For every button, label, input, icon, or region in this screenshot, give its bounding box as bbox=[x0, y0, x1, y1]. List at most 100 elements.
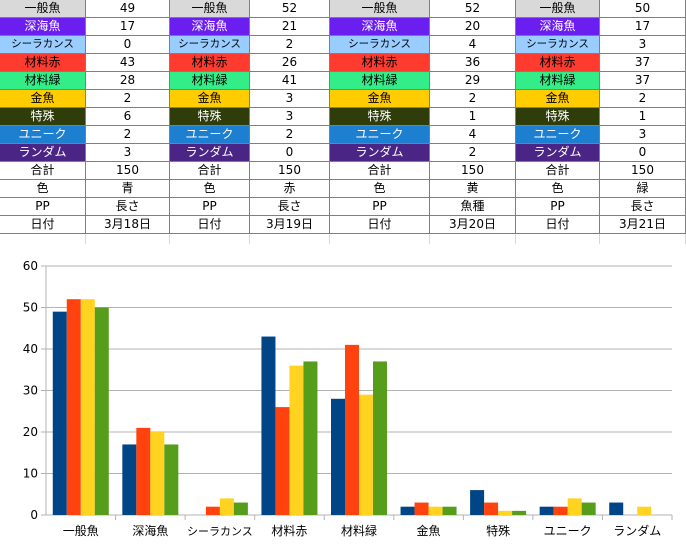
row-label-cell[interactable]: 合計 bbox=[0, 162, 86, 180]
value-cell[interactable]: 3 bbox=[86, 144, 170, 162]
row-label-cell[interactable]: 特殊 bbox=[516, 108, 600, 126]
value-cell[interactable]: 50 bbox=[600, 0, 686, 18]
value-cell[interactable]: 150 bbox=[86, 162, 170, 180]
row-label-cell[interactable]: 合計 bbox=[516, 162, 600, 180]
row-label-cell[interactable]: 深海魚 bbox=[0, 18, 86, 36]
row-label-cell[interactable]: 深海魚 bbox=[516, 18, 600, 36]
value-cell[interactable]: 3月20日 bbox=[430, 216, 516, 234]
value-cell[interactable]: 20 bbox=[430, 18, 516, 36]
value-cell[interactable]: 2 bbox=[430, 90, 516, 108]
row-label-cell[interactable]: シーラカンス bbox=[0, 36, 86, 54]
row-label-cell[interactable]: 一般魚 bbox=[170, 0, 250, 18]
value-cell[interactable]: 青 bbox=[86, 180, 170, 198]
row-label-cell[interactable]: ユニーク bbox=[516, 126, 600, 144]
value-cell[interactable]: 0 bbox=[86, 36, 170, 54]
value-cell[interactable]: 49 bbox=[86, 0, 170, 18]
value-cell[interactable]: 長さ bbox=[250, 198, 330, 216]
row-label-cell[interactable]: 日付 bbox=[0, 216, 86, 234]
row-label-cell[interactable]: 特殊 bbox=[170, 108, 250, 126]
row-label-cell[interactable]: 一般魚 bbox=[0, 0, 86, 18]
value-cell[interactable]: 17 bbox=[600, 18, 686, 36]
value-cell[interactable]: 4 bbox=[430, 126, 516, 144]
value-cell[interactable]: 3月18日 bbox=[86, 216, 170, 234]
row-label-cell[interactable]: 合計 bbox=[170, 162, 250, 180]
value-cell[interactable]: 魚種 bbox=[430, 198, 516, 216]
value-cell[interactable]: 21 bbox=[250, 18, 330, 36]
value-cell[interactable]: 2 bbox=[86, 90, 170, 108]
row-label-cell[interactable]: 深海魚 bbox=[330, 18, 430, 36]
value-cell[interactable]: 2 bbox=[250, 126, 330, 144]
row-label-cell[interactable]: 特殊 bbox=[330, 108, 430, 126]
value-cell[interactable]: 28 bbox=[86, 72, 170, 90]
value-cell[interactable]: 2 bbox=[430, 144, 516, 162]
value-cell[interactable]: 長さ bbox=[600, 198, 686, 216]
row-label-cell[interactable]: 材料赤 bbox=[330, 54, 430, 72]
value-cell[interactable]: 29 bbox=[430, 72, 516, 90]
value-cell[interactable]: 1 bbox=[430, 108, 516, 126]
value-cell[interactable]: 0 bbox=[600, 144, 686, 162]
value-cell[interactable]: 2 bbox=[86, 126, 170, 144]
row-label-cell[interactable]: 日付 bbox=[330, 216, 430, 234]
row-label-cell[interactable]: 日付 bbox=[516, 216, 600, 234]
value-cell[interactable]: 150 bbox=[600, 162, 686, 180]
value-cell[interactable]: 1 bbox=[600, 108, 686, 126]
value-cell[interactable]: 150 bbox=[430, 162, 516, 180]
row-label-cell[interactable]: PP bbox=[330, 198, 430, 216]
value-cell[interactable]: 37 bbox=[600, 54, 686, 72]
row-label-cell[interactable]: ユニーク bbox=[0, 126, 86, 144]
spreadsheet-grid[interactable]: 一般魚 49 深海魚 17 シーラカンス 0 材料赤 43 材料緑 28 金魚 2 特殊 6 ユニーク 2 ラン… bbox=[0, 0, 686, 244]
value-cell[interactable]: 36 bbox=[430, 54, 516, 72]
row-label-cell[interactable]: ランダム bbox=[0, 144, 86, 162]
row-label-cell[interactable]: 材料緑 bbox=[516, 72, 600, 90]
row-label-cell[interactable]: シーラカンス bbox=[330, 36, 430, 54]
value-cell[interactable]: 41 bbox=[250, 72, 330, 90]
value-cell[interactable]: 17 bbox=[86, 18, 170, 36]
row-label-cell[interactable]: シーラカンス bbox=[516, 36, 600, 54]
value-cell[interactable]: 26 bbox=[250, 54, 330, 72]
value-cell[interactable]: 3 bbox=[250, 108, 330, 126]
row-label-cell[interactable]: 材料緑 bbox=[170, 72, 250, 90]
value-cell[interactable]: 3 bbox=[600, 36, 686, 54]
value-cell[interactable]: 2 bbox=[600, 90, 686, 108]
row-label-cell[interactable]: PP bbox=[516, 198, 600, 216]
value-cell[interactable]: 3月21日 bbox=[600, 216, 686, 234]
row-label-cell[interactable]: 色 bbox=[330, 180, 430, 198]
row-label-cell[interactable]: 深海魚 bbox=[170, 18, 250, 36]
row-label-cell[interactable]: PP bbox=[170, 198, 250, 216]
row-label-cell[interactable]: 材料赤 bbox=[170, 54, 250, 72]
value-cell[interactable]: 150 bbox=[250, 162, 330, 180]
row-label-cell[interactable]: 金魚 bbox=[170, 90, 250, 108]
row-label-cell[interactable]: 材料赤 bbox=[0, 54, 86, 72]
value-cell[interactable]: 6 bbox=[86, 108, 170, 126]
value-cell[interactable]: 43 bbox=[86, 54, 170, 72]
row-label-cell[interactable]: ランダム bbox=[330, 144, 430, 162]
row-label-cell[interactable]: 一般魚 bbox=[330, 0, 430, 18]
row-label-cell[interactable]: ランダム bbox=[170, 144, 250, 162]
value-cell[interactable]: 52 bbox=[250, 0, 330, 18]
row-label-cell[interactable]: 合計 bbox=[330, 162, 430, 180]
row-label-cell[interactable]: 材料緑 bbox=[0, 72, 86, 90]
row-label-cell[interactable]: 日付 bbox=[170, 216, 250, 234]
row-label-cell[interactable]: 特殊 bbox=[0, 108, 86, 126]
row-label-cell[interactable]: シーラカンス bbox=[170, 36, 250, 54]
value-cell[interactable]: 緑 bbox=[600, 180, 686, 198]
row-label-cell[interactable]: PP bbox=[0, 198, 86, 216]
value-cell[interactable]: 3 bbox=[600, 126, 686, 144]
value-cell[interactable]: 4 bbox=[430, 36, 516, 54]
value-cell[interactable]: 52 bbox=[430, 0, 516, 18]
row-label-cell[interactable]: 材料緑 bbox=[330, 72, 430, 90]
row-label-cell[interactable]: 一般魚 bbox=[516, 0, 600, 18]
row-label-cell[interactable]: 色 bbox=[0, 180, 86, 198]
value-cell[interactable]: 2 bbox=[250, 36, 330, 54]
value-cell[interactable]: 赤 bbox=[250, 180, 330, 198]
row-label-cell[interactable]: ユニーク bbox=[330, 126, 430, 144]
row-label-cell[interactable]: 金魚 bbox=[516, 90, 600, 108]
value-cell[interactable]: 長さ bbox=[86, 198, 170, 216]
row-label-cell[interactable]: 色 bbox=[516, 180, 600, 198]
value-cell[interactable]: 0 bbox=[250, 144, 330, 162]
value-cell[interactable]: 37 bbox=[600, 72, 686, 90]
row-label-cell[interactable]: 材料赤 bbox=[516, 54, 600, 72]
value-cell[interactable]: 黄 bbox=[430, 180, 516, 198]
value-cell[interactable]: 3月19日 bbox=[250, 216, 330, 234]
row-label-cell[interactable]: 金魚 bbox=[0, 90, 86, 108]
